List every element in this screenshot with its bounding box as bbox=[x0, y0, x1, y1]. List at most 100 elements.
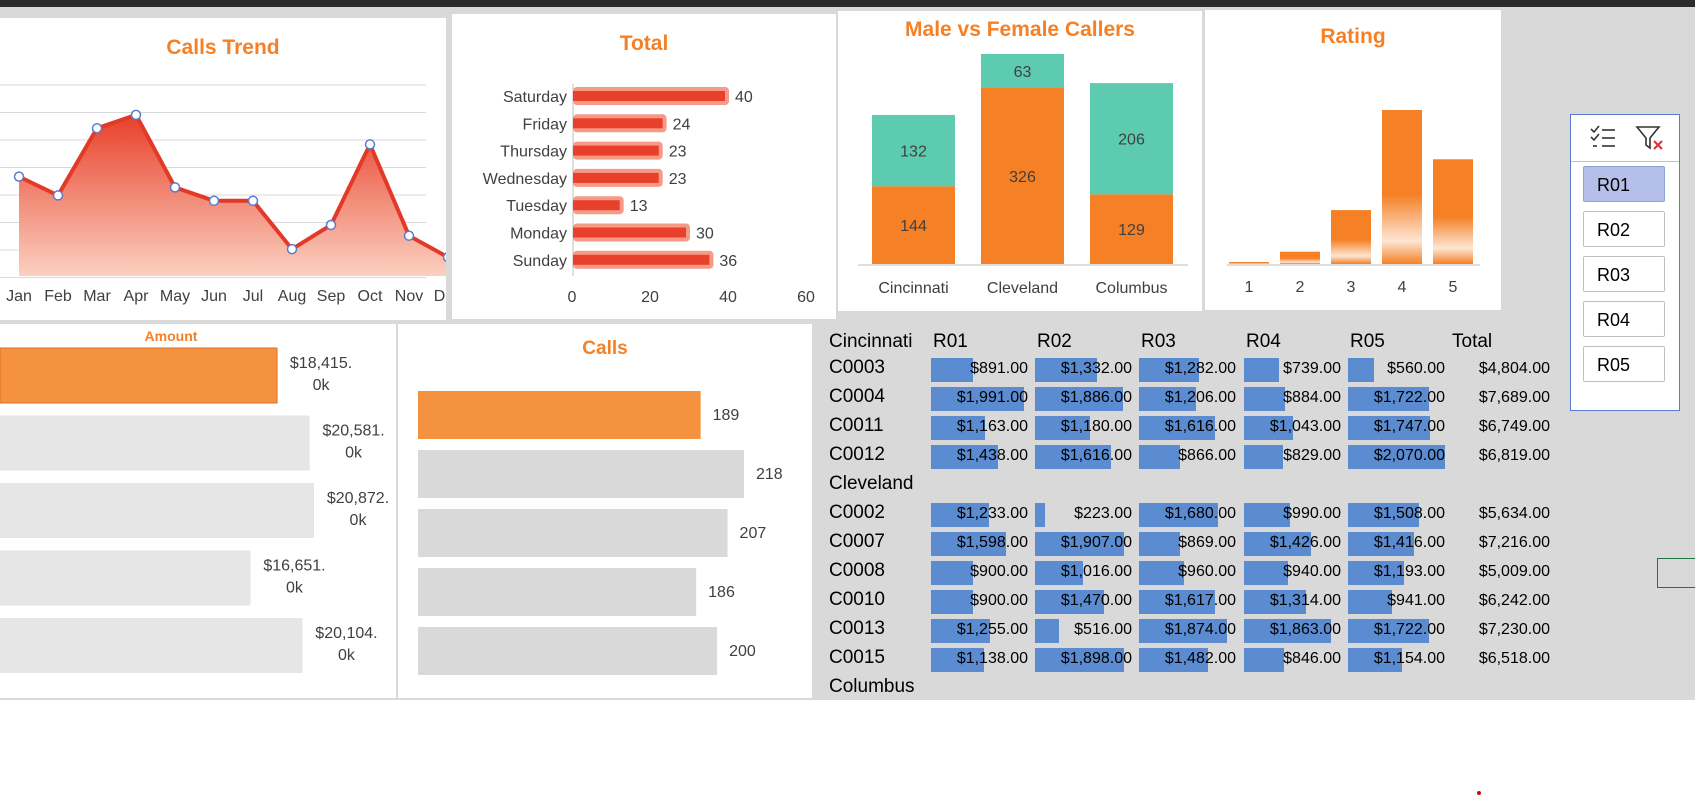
male-bar bbox=[981, 87, 1064, 265]
ink-dot bbox=[1477, 791, 1481, 795]
total-category-label: Saturday bbox=[503, 89, 567, 106]
total-bar bbox=[573, 227, 686, 238]
female-bar bbox=[1090, 83, 1173, 195]
trend-month-label: Dec bbox=[434, 288, 446, 305]
rating-label: 5 bbox=[1449, 279, 1458, 296]
trend-point bbox=[247, 195, 259, 207]
calls-value-label: 189 bbox=[713, 407, 740, 424]
calls-panel[interactable]: Calls 189 218 207 186 200 bbox=[398, 324, 812, 698]
total-category-label: Wednesday bbox=[483, 171, 567, 188]
calls-bar bbox=[418, 391, 701, 439]
total-bar bbox=[573, 200, 620, 211]
trend-month-label: Feb bbox=[44, 288, 72, 305]
slicer-item-r05[interactable]: R05 bbox=[1583, 346, 1665, 382]
total-bar bbox=[573, 118, 663, 129]
trend-month-label: Jun bbox=[201, 288, 227, 305]
rating-title: Rating bbox=[1320, 25, 1386, 48]
total-bar bbox=[573, 172, 659, 183]
rating-label: 2 bbox=[1296, 279, 1305, 296]
calls-value-label: 218 bbox=[756, 466, 783, 483]
trend-line bbox=[18, 112, 446, 259]
female-bar bbox=[981, 53, 1064, 88]
amount-bar bbox=[0, 415, 310, 471]
total-value-label: 24 bbox=[673, 116, 691, 133]
total-bar bbox=[573, 254, 710, 265]
trend-month-label: Nov bbox=[395, 288, 423, 305]
total-value-label: 13 bbox=[630, 198, 648, 215]
trend-point bbox=[403, 230, 415, 241]
slicer-item-r02[interactable]: R02 bbox=[1583, 211, 1665, 247]
total-category-label: Tuesday bbox=[506, 198, 567, 215]
calls-value-label: 200 bbox=[729, 643, 756, 660]
slicer-item-r03[interactable]: R03 bbox=[1583, 256, 1665, 292]
calls-trend-chart: Jan Feb Mar Apr May Jun Jul Aug Sep Oct Nov Dec bbox=[0, 84, 446, 305]
amount-value-label: $20,581. bbox=[322, 423, 384, 440]
male-bar bbox=[872, 186, 955, 264]
calls-bar bbox=[418, 509, 728, 557]
slicer-header bbox=[1571, 115, 1679, 162]
calls-trend-title: Calls Trend bbox=[166, 36, 280, 59]
trend-month-label: Aug bbox=[278, 288, 306, 305]
trend-month-label: Mar bbox=[83, 288, 111, 305]
trend-point bbox=[91, 123, 103, 134]
trend-month-label: Oct bbox=[358, 288, 383, 305]
rating-bar bbox=[1280, 251, 1320, 264]
active-cell[interactable] bbox=[1657, 558, 1695, 588]
amount-bar bbox=[0, 618, 303, 673]
total-tick-label: 40 bbox=[719, 289, 737, 306]
rating-label: 4 bbox=[1398, 279, 1407, 296]
gender-city-label: Columbus bbox=[1095, 280, 1167, 297]
clear-filter-icon[interactable] bbox=[1635, 123, 1665, 153]
total-value-label: 36 bbox=[719, 253, 737, 270]
female-value-label: 132 bbox=[900, 144, 927, 161]
slicer-item-r01[interactable]: R01 bbox=[1583, 166, 1665, 202]
total-value-label: 30 bbox=[696, 226, 714, 243]
trend-point bbox=[286, 243, 298, 255]
amount-bar bbox=[0, 483, 314, 538]
total-bar bbox=[573, 91, 725, 101]
total-chart: Saturday 40 Friday 24 Thursday 23 Wednesday 23 T… bbox=[483, 84, 815, 306]
gender-panel[interactable]: Male vs Female Callers 144 132 Cincinnati 3… bbox=[838, 11, 1202, 311]
gender-title: Male vs Female Callers bbox=[905, 18, 1135, 41]
amount-title: Amount bbox=[144, 328, 198, 344]
total-tick-label: 20 bbox=[641, 289, 659, 306]
male-value-label: 326 bbox=[1009, 169, 1036, 186]
total-category-label: Thursday bbox=[500, 144, 567, 161]
trend-area bbox=[19, 114, 446, 276]
trend-month-label: Apr bbox=[124, 288, 150, 305]
amount-value-label: 0k bbox=[338, 647, 356, 664]
amount-value-label: 0k bbox=[350, 512, 368, 529]
calls-bar bbox=[418, 627, 718, 675]
gender-city-label: Cincinnati bbox=[878, 280, 948, 297]
trend-point bbox=[169, 182, 181, 193]
male-value-label: 129 bbox=[1118, 222, 1145, 239]
multi-select-icon[interactable] bbox=[1589, 123, 1617, 151]
slicer-item-r04[interactable]: R04 bbox=[1583, 301, 1665, 337]
calls-bar bbox=[418, 568, 697, 616]
calls-chart: 189 218 207 186 200 bbox=[418, 391, 783, 675]
amount-panel[interactable]: Amount $18,415. 0k $20,581. 0k $20,872. 0k $16… bbox=[0, 324, 396, 698]
trend-month-label: Jan bbox=[6, 288, 32, 305]
rating-bar bbox=[1433, 159, 1473, 264]
female-bar bbox=[872, 114, 955, 187]
trend-point bbox=[442, 252, 446, 263]
amount-value-label: 0k bbox=[345, 445, 363, 462]
rating-chart: 1 2 3 4 5 bbox=[1227, 110, 1480, 296]
calls-trend-panel[interactable]: Calls Trend Jan Feb Mar Apr May Jun Jul Aug Sep O… bbox=[0, 18, 446, 320]
gender-city-label: Cleveland bbox=[987, 280, 1058, 297]
trend-month-label: Sep bbox=[317, 288, 346, 305]
total-category-label: Friday bbox=[523, 116, 567, 133]
amount-value-label: $20,104. bbox=[315, 625, 377, 642]
trend-month-label: May bbox=[160, 288, 190, 305]
rating-panel[interactable]: Rating 1 2 3 4 5 bbox=[1205, 10, 1501, 310]
male-bar bbox=[1090, 194, 1173, 264]
female-value-label: 63 bbox=[1014, 64, 1032, 81]
trend-month-label: Jul bbox=[243, 288, 263, 305]
trend-point bbox=[208, 195, 220, 207]
calls-bar bbox=[418, 450, 744, 498]
amount-bar bbox=[0, 347, 278, 404]
total-panel[interactable]: Total Saturday 40 Friday 24 Thursday 23 Wednes… bbox=[452, 14, 836, 319]
total-category-label: Sunday bbox=[513, 253, 567, 270]
total-tick-label: 0 bbox=[568, 289, 577, 306]
male-value-label: 144 bbox=[900, 218, 927, 235]
